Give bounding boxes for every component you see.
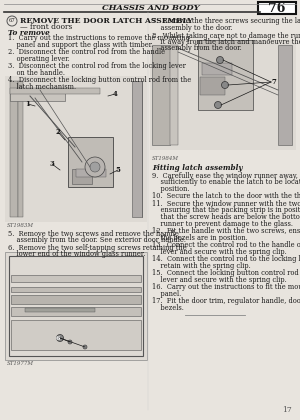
Text: — front doors: — front doors: [20, 23, 72, 31]
Text: assembly from the door. See exterior door handle.: assembly from the door. See exterior doo…: [8, 236, 186, 244]
Text: 67: 67: [9, 18, 15, 24]
Bar: [11, 275, 141, 282]
Text: on the handle.: on the handle.: [8, 69, 65, 77]
Text: bezels.: bezels.: [152, 304, 184, 312]
Bar: [11, 320, 141, 350]
Text: 8.  Whilst taking care not to damage the runner, ease: 8. Whilst taking care not to damage the …: [152, 32, 300, 39]
Text: 10.  Secure the latch to the door with the three screws.: 10. Secure the latch to the door with th…: [152, 192, 300, 200]
Text: latch mechanism.: latch mechanism.: [8, 83, 76, 91]
Text: retain with the spring clip.: retain with the spring clip.: [152, 262, 251, 270]
Bar: [150, 40, 296, 150]
Text: 14.  Connect the control rod to the locking lever and: 14. Connect the control rod to the locki…: [152, 255, 300, 263]
Bar: [18, 81, 23, 217]
Text: ST1977M: ST1977M: [7, 361, 34, 366]
Text: 12.  Fit the handle with the two screws, ensuring that: 12. Fit the handle with the two screws, …: [152, 227, 300, 235]
Text: REMOVE THE DOOR LATCH ASSEMBLY: REMOVE THE DOOR LATCH ASSEMBLY: [20, 17, 193, 25]
Text: that the screw heads are below the bottom of the: that the screw heads are below the botto…: [152, 213, 300, 221]
Circle shape: [83, 345, 87, 349]
Text: 17.  Fit the door trim, regulator handle, door pull, and: 17. Fit the door trim, regulator handle,…: [152, 297, 300, 305]
Bar: [198, 40, 253, 110]
Text: 5.  Remove the two screws and remove the handle: 5. Remove the two screws and remove the …: [8, 230, 179, 238]
Circle shape: [221, 81, 229, 89]
Text: 16.  Carry out the instructions to fit the mounting: 16. Carry out the instructions to fit th…: [152, 283, 300, 291]
Text: operating lever.: operating lever.: [8, 55, 70, 63]
Text: 2.  Disconnect the control rod from the handle: 2. Disconnect the control rod from the h…: [8, 48, 165, 57]
Bar: [10, 88, 100, 94]
Circle shape: [68, 340, 72, 344]
Bar: [76, 169, 106, 177]
Text: 13.  Connect the control rod to the handle operating: 13. Connect the control rod to the handl…: [152, 241, 300, 249]
Circle shape: [90, 162, 100, 172]
Circle shape: [85, 157, 105, 177]
Text: runner to prevent damage to the glass.: runner to prevent damage to the glass.: [152, 220, 293, 228]
Text: 76: 76: [268, 2, 286, 15]
Text: panel and support the glass with timber.: panel and support the glass with timber.: [8, 41, 153, 49]
Bar: [132, 81, 142, 217]
Text: 6: 6: [56, 336, 60, 341]
Bar: [200, 77, 225, 95]
Text: CHASSIS AND BODY: CHASSIS AND BODY: [102, 4, 200, 12]
Circle shape: [56, 334, 64, 341]
Bar: [11, 295, 141, 304]
Text: sufficiently to enable the latch to be located into: sufficiently to enable the latch to be l…: [152, 178, 300, 186]
Bar: [278, 45, 292, 145]
Bar: [258, 2, 296, 14]
Text: 2: 2: [56, 128, 60, 136]
Text: ensuring that the packing strip is in position and: ensuring that the packing strip is in po…: [152, 207, 300, 215]
Text: To remove: To remove: [8, 29, 50, 37]
Text: 15.  Connect the locking button control rod to the latch: 15. Connect the locking button control r…: [152, 269, 300, 277]
Text: panel.: panel.: [152, 289, 181, 297]
Text: lever and secure with the spring clip.: lever and secure with the spring clip.: [152, 276, 287, 284]
Text: 4: 4: [112, 90, 117, 98]
Text: 6.  Remove the two self-tapping screws retaining the: 6. Remove the two self-tapping screws re…: [8, 244, 187, 252]
Circle shape: [214, 102, 221, 108]
Text: lower end of the window glass runner.: lower end of the window glass runner.: [8, 250, 145, 258]
Text: 3: 3: [50, 160, 54, 168]
Text: ST1983M: ST1983M: [7, 223, 34, 228]
Text: position.: position.: [152, 185, 190, 193]
Bar: [202, 63, 232, 75]
Text: Fitting latch assembly: Fitting latch assembly: [152, 164, 243, 172]
Text: lever and secure with the spring clip.: lever and secure with the spring clip.: [152, 247, 287, 255]
Bar: [11, 287, 141, 292]
Text: ST1984M: ST1984M: [152, 156, 179, 161]
Bar: [10, 89, 65, 101]
Text: assembly from the door.: assembly from the door.: [152, 45, 242, 52]
Bar: [9, 256, 143, 356]
Bar: [68, 137, 113, 187]
Bar: [5, 252, 147, 360]
Circle shape: [217, 57, 224, 63]
Bar: [11, 307, 141, 316]
Text: it away from the latch and manoeuvre the latch: it away from the latch and manoeuvre the…: [152, 38, 300, 46]
Text: 11.  Secure the window runner with the two screws: 11. Secure the window runner with the tw…: [152, 200, 300, 208]
Text: 1: 1: [26, 100, 30, 108]
Text: 7: 7: [272, 78, 276, 86]
Text: 17: 17: [282, 406, 292, 414]
Bar: [72, 169, 92, 184]
Text: 9.  Carefully ease the window runner away,: 9. Carefully ease the window runner away…: [152, 172, 298, 180]
Text: 1.  Carry out the instructions to remove the mounting: 1. Carry out the instructions to remove …: [8, 34, 190, 42]
Circle shape: [7, 16, 17, 26]
Bar: [152, 45, 170, 145]
Bar: [25, 308, 95, 312]
Text: assembly to the door.: assembly to the door.: [152, 24, 232, 32]
Text: 4.  Disconnect the locking button control rod from the: 4. Disconnect the locking button control…: [8, 76, 191, 84]
Bar: [170, 45, 178, 145]
Text: 5: 5: [116, 166, 120, 174]
Text: 7.  Remove the three screws securing the latch: 7. Remove the three screws securing the …: [152, 17, 300, 25]
Text: 3.  Disconnect the control rod from the locking lever: 3. Disconnect the control rod from the l…: [8, 63, 186, 71]
Bar: [5, 76, 147, 222]
Text: the bezels are in position.: the bezels are in position.: [152, 234, 248, 241]
Bar: [10, 81, 18, 217]
